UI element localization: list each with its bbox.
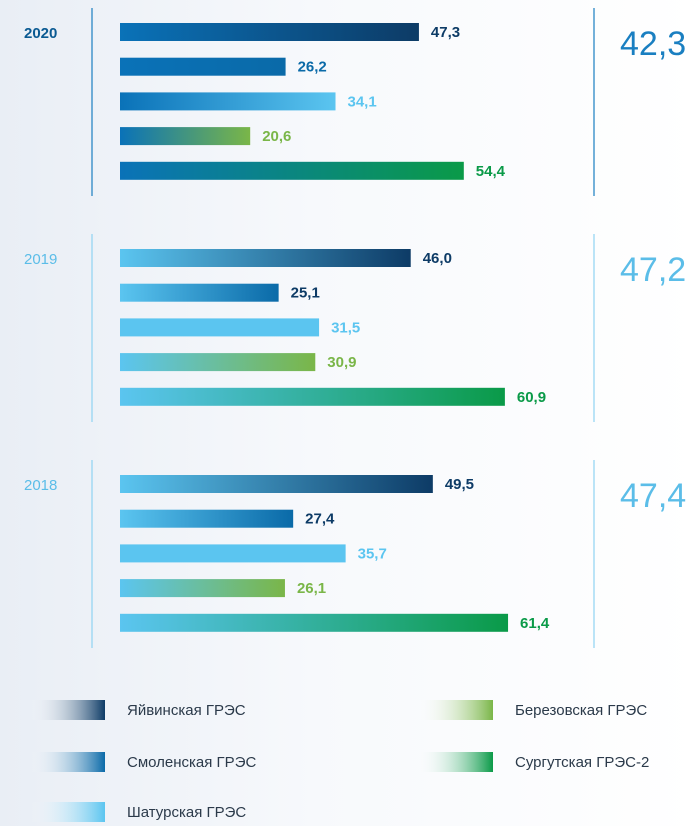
bar <box>120 475 433 493</box>
bar <box>120 283 279 302</box>
value-label: 27,4 <box>305 511 335 528</box>
legend-label: Шатурская ГРЭС <box>127 804 246 821</box>
value-label: 20,6 <box>262 128 291 145</box>
legend-swatch <box>30 752 105 772</box>
bar <box>120 249 411 267</box>
value-label: 47,3 <box>431 24 460 41</box>
total-value: 47,4 <box>620 477 686 515</box>
legend-label: Смоленская ГРЭС <box>127 754 256 771</box>
legend-label: Сургутская ГРЭС-2 <box>515 754 649 771</box>
value-label: 26,2 <box>298 59 327 76</box>
bar <box>120 353 316 372</box>
value-label: 31,5 <box>331 319 360 336</box>
legend-swatch <box>30 700 105 720</box>
bar <box>120 127 251 146</box>
value-label: 54,4 <box>476 163 506 180</box>
bar <box>120 318 320 337</box>
year-label: 2019 <box>24 251 57 268</box>
legend-label: Яйвинская ГРЭС <box>127 702 246 719</box>
total-value: 47,2 <box>620 251 686 289</box>
legend-label: Березовская ГРЭС <box>515 702 647 719</box>
value-label: 49,5 <box>445 476 474 493</box>
legend-swatch <box>30 802 105 822</box>
value-label: 35,7 <box>358 545 387 562</box>
value-label: 26,1 <box>297 580 326 597</box>
value-label: 60,9 <box>517 389 546 406</box>
year-label: 2018 <box>24 477 57 494</box>
value-label: 34,1 <box>348 93 377 110</box>
value-label: 30,9 <box>327 354 356 371</box>
value-label: 61,4 <box>520 615 550 632</box>
bar <box>120 579 285 598</box>
bar <box>120 23 419 41</box>
bar <box>120 387 505 406</box>
bar <box>120 544 346 563</box>
value-label: 46,0 <box>423 250 452 267</box>
bar <box>120 613 509 632</box>
legend-swatch <box>418 752 493 772</box>
total-value: 42,3 <box>620 25 686 63</box>
value-label: 25,1 <box>291 285 320 302</box>
bar <box>120 57 286 76</box>
bar <box>120 92 336 111</box>
bar <box>120 161 464 180</box>
bar <box>120 509 294 528</box>
year-label: 2020 <box>24 25 57 42</box>
legend-swatch <box>418 700 493 720</box>
